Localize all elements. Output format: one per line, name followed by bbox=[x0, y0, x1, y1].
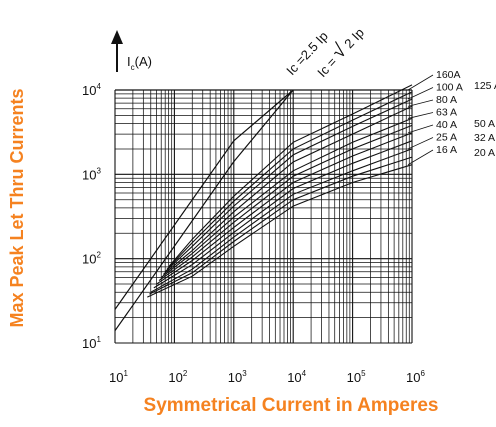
series-line-125a bbox=[166, 91, 413, 270]
series-label: 16 A bbox=[436, 144, 457, 156]
series-leader bbox=[407, 74, 434, 91]
y-tick-label: 101 bbox=[82, 335, 101, 351]
series-line-32a bbox=[153, 140, 413, 289]
series-line-63a bbox=[160, 117, 413, 278]
series-label: 50 A bbox=[474, 118, 495, 130]
series-line-50a bbox=[158, 124, 413, 282]
series-label: 125 A bbox=[474, 80, 496, 92]
series-label: 32 A bbox=[474, 132, 495, 144]
y-tick-label: 104 bbox=[82, 82, 101, 98]
series-label: 100 A bbox=[436, 82, 463, 94]
series-line-100a bbox=[164, 98, 413, 273]
x-axis-title: Symmetrical Current in Amperes bbox=[143, 395, 439, 416]
reference-line-1 bbox=[115, 89, 294, 310]
x-tick-label: 106 bbox=[406, 369, 425, 385]
series-leader bbox=[407, 137, 434, 150]
series-line-25a bbox=[150, 148, 413, 293]
y-axis-marker: Ic(A) bbox=[127, 54, 152, 72]
series-line-80a bbox=[162, 105, 413, 275]
series-line-16a bbox=[147, 164, 413, 298]
series-leader bbox=[407, 149, 434, 166]
x-tick-label: 104 bbox=[287, 369, 306, 385]
series-label: 40 A bbox=[436, 119, 457, 131]
series-leader bbox=[407, 112, 434, 119]
series-line-40a bbox=[156, 132, 413, 285]
series-label: 20 A bbox=[474, 147, 495, 159]
series-label: 160A bbox=[436, 69, 461, 81]
reference-line-2 bbox=[115, 89, 294, 332]
y-axis-arrowhead bbox=[111, 30, 123, 44]
series-line-160a bbox=[168, 84, 413, 268]
series-label: 63 A bbox=[436, 107, 457, 119]
series-line-20a bbox=[149, 156, 413, 295]
x-tick-label: 101 bbox=[109, 369, 128, 385]
series-label: 80 A bbox=[436, 94, 457, 106]
y-tick-label: 102 bbox=[82, 251, 101, 267]
series-leader bbox=[407, 124, 434, 134]
series-leader bbox=[407, 87, 434, 100]
x-tick-label: 102 bbox=[168, 369, 187, 385]
x-tick-label: 105 bbox=[347, 369, 366, 385]
series-label: 25 A bbox=[436, 132, 457, 144]
x-tick-label: 103 bbox=[228, 369, 247, 385]
series-leader bbox=[407, 99, 434, 107]
y-tick-label: 103 bbox=[82, 166, 101, 182]
